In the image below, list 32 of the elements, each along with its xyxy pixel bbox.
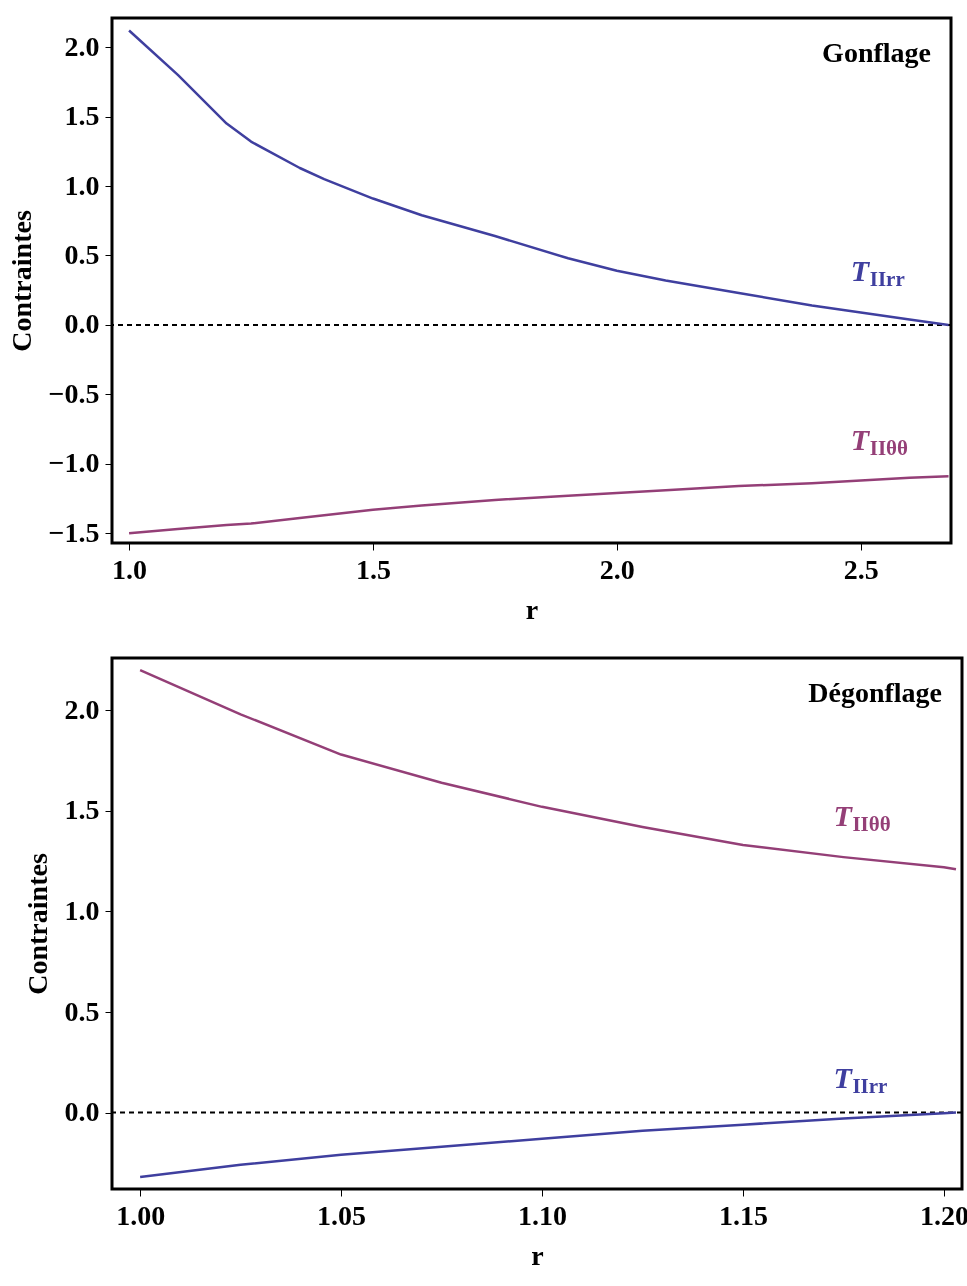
x-axis-title: r: [525, 593, 539, 625]
x-axis-title: r: [531, 1239, 544, 1271]
line-series: [127, 29, 950, 327]
y-axis-title: Contraintes: [5, 210, 37, 352]
y-tick-label: −1.0: [48, 447, 100, 479]
y-tick-label: 2.0: [64, 30, 100, 62]
annotation: Dégonflage: [808, 677, 942, 708]
y-axis-title: Contraintes: [21, 853, 53, 995]
line-series: [127, 475, 950, 535]
x-tick-label: 1.20: [919, 1199, 967, 1231]
y-tick-label: 1.0: [64, 169, 100, 201]
y-tick-label: 0.0: [64, 308, 100, 340]
x-tick-label: 1.0: [112, 553, 148, 585]
y-tick-label: 1.5: [64, 794, 100, 826]
x-tick-label: 1.15: [718, 1199, 768, 1231]
x-tick-label: 1.05: [317, 1199, 367, 1231]
x-tick-label: 1.00: [116, 1199, 166, 1231]
line-series: [138, 1111, 958, 1179]
y-tick-label: 2.0: [64, 693, 100, 725]
x-tick-label: 1.5: [355, 553, 391, 585]
y-tick-label: 0.5: [64, 995, 100, 1027]
y-tick-label: 1.5: [64, 100, 100, 132]
line-series: [138, 668, 958, 871]
y-tick-label: 0.0: [64, 1096, 100, 1128]
y-tick-label: −0.5: [48, 377, 100, 409]
y-tick-label: 1.0: [64, 894, 100, 926]
x-tick-label: 2.5: [843, 553, 879, 585]
x-tick-label: 2.0: [599, 553, 635, 585]
y-tick-label: 0.5: [64, 239, 100, 270]
annotation: Gonflage: [822, 37, 931, 68]
y-tick-label: −1.5: [48, 516, 100, 548]
x-tick-label: 1.10: [518, 1199, 568, 1231]
